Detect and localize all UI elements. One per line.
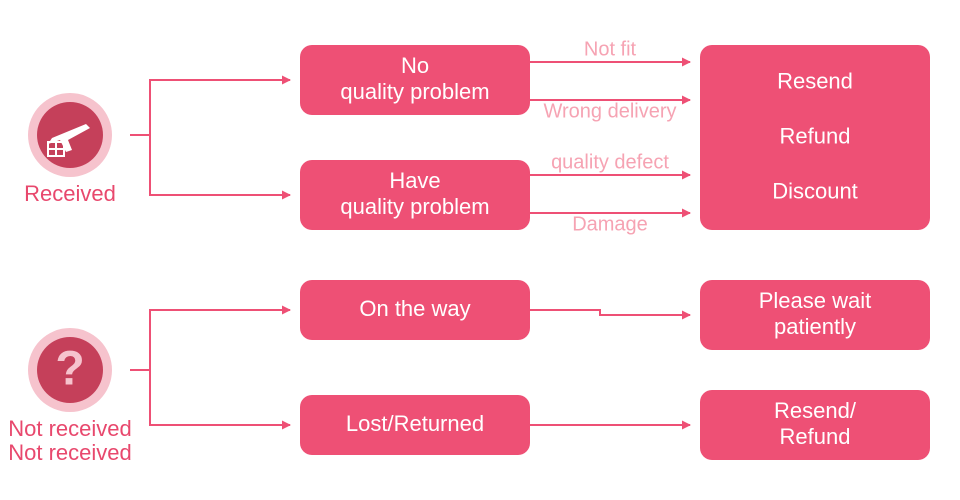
node-lost-returned: Lost/Returned <box>300 395 530 455</box>
node-resend-refund: Resend/Refund <box>700 390 930 460</box>
edge-e2 <box>130 135 290 195</box>
node-text-wait: patiently <box>774 314 856 339</box>
node-text-resend-box: Discount <box>772 178 858 203</box>
edge-e3 <box>130 310 290 370</box>
start-label-not-received: Not received <box>8 416 132 441</box>
node-text-lost-returned: Lost/Returned <box>346 411 484 436</box>
node-wait: Please waitpatiently <box>700 280 930 350</box>
start-received: Received <box>24 93 116 206</box>
node-text-resend-refund: Resend/ <box>774 398 857 423</box>
node-text-resend-refund: Refund <box>780 424 851 449</box>
node-on-the-way: On the way <box>300 280 530 340</box>
node-no-quality: Noquality problem <box>300 45 530 115</box>
start-label-not-received: Not received <box>8 440 132 465</box>
node-have-quality: Havequality problem <box>300 160 530 230</box>
start-not-received: ? Not receivedNot received <box>8 328 132 465</box>
node-text-no-quality: quality problem <box>340 79 489 104</box>
node-text-resend-box: Resend <box>777 68 853 93</box>
node-text-resend-box: Refund <box>780 123 851 148</box>
edge-label-e5: Not fit <box>584 38 637 60</box>
node-text-no-quality: No <box>401 53 429 78</box>
node-text-have-quality: quality problem <box>340 194 489 219</box>
edge-label-e7: quality defect <box>551 151 669 173</box>
node-text-wait: Please wait <box>759 288 872 313</box>
node-resend-box: Resend Refund Discount <box>700 45 930 230</box>
node-text-on-the-way: On the way <box>359 296 470 321</box>
question-mark-icon: ? <box>55 343 84 396</box>
flowchart: Received? Not receivedNot received Not fit… <box>0 0 960 500</box>
start-label-received: Received <box>24 181 116 206</box>
edge-label-e6: Wrong delivery <box>543 100 676 122</box>
edge-e9 <box>530 310 690 315</box>
edge-e1 <box>130 80 290 135</box>
edge-e4 <box>130 370 290 425</box>
node-text-have-quality: Have <box>389 168 440 193</box>
edge-label-e8: Damage <box>572 213 648 235</box>
